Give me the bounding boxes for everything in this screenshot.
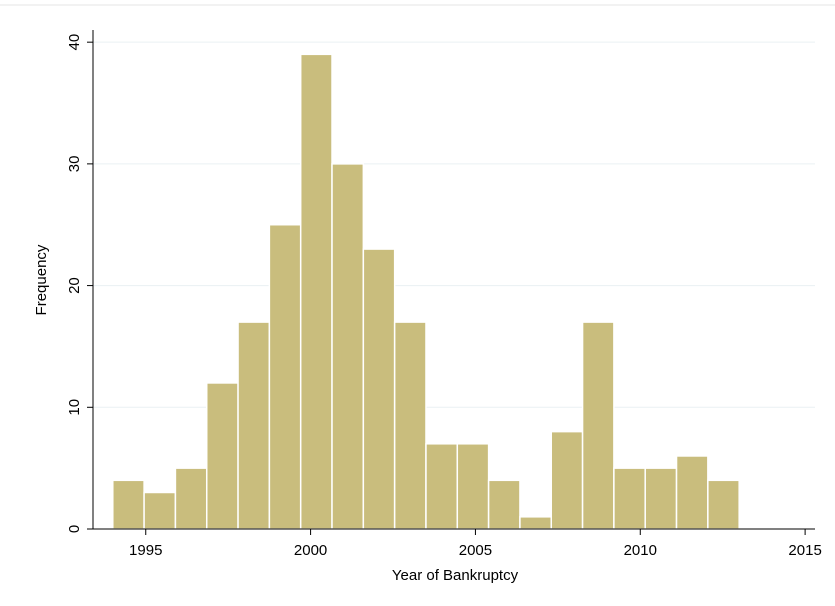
bar (456, 443, 490, 530)
bar (644, 467, 678, 530)
bar (675, 455, 709, 530)
bar (581, 321, 615, 530)
bar (707, 479, 740, 530)
bar (519, 516, 553, 530)
bar (425, 443, 459, 530)
bar (174, 467, 208, 530)
x-tick-label: 2015 (788, 542, 821, 559)
bar (112, 479, 145, 530)
bar (550, 430, 584, 530)
bar (331, 163, 365, 530)
bar (143, 491, 177, 530)
bar (487, 479, 521, 530)
x-axis-title: Year of Bankruptcy (392, 567, 519, 584)
bar (299, 53, 333, 530)
y-tick-label: 20 (66, 277, 83, 294)
x-tick-label: 1995 (129, 542, 162, 559)
x-tick-label: 2000 (294, 542, 327, 559)
x-tick-label: 2005 (459, 542, 492, 559)
bar (268, 223, 302, 530)
y-tick-label: 30 (66, 156, 83, 173)
y-tick-label: 40 (66, 34, 83, 51)
y-tick-label: 10 (66, 399, 83, 416)
bar (613, 467, 646, 530)
bar (205, 382, 239, 530)
x-tick-label: 2010 (624, 542, 657, 559)
y-axis-title: Frequency (33, 244, 50, 315)
y-tick-label: 0 (66, 525, 83, 533)
bar (362, 248, 396, 530)
bar (393, 321, 427, 530)
bar (237, 321, 271, 530)
